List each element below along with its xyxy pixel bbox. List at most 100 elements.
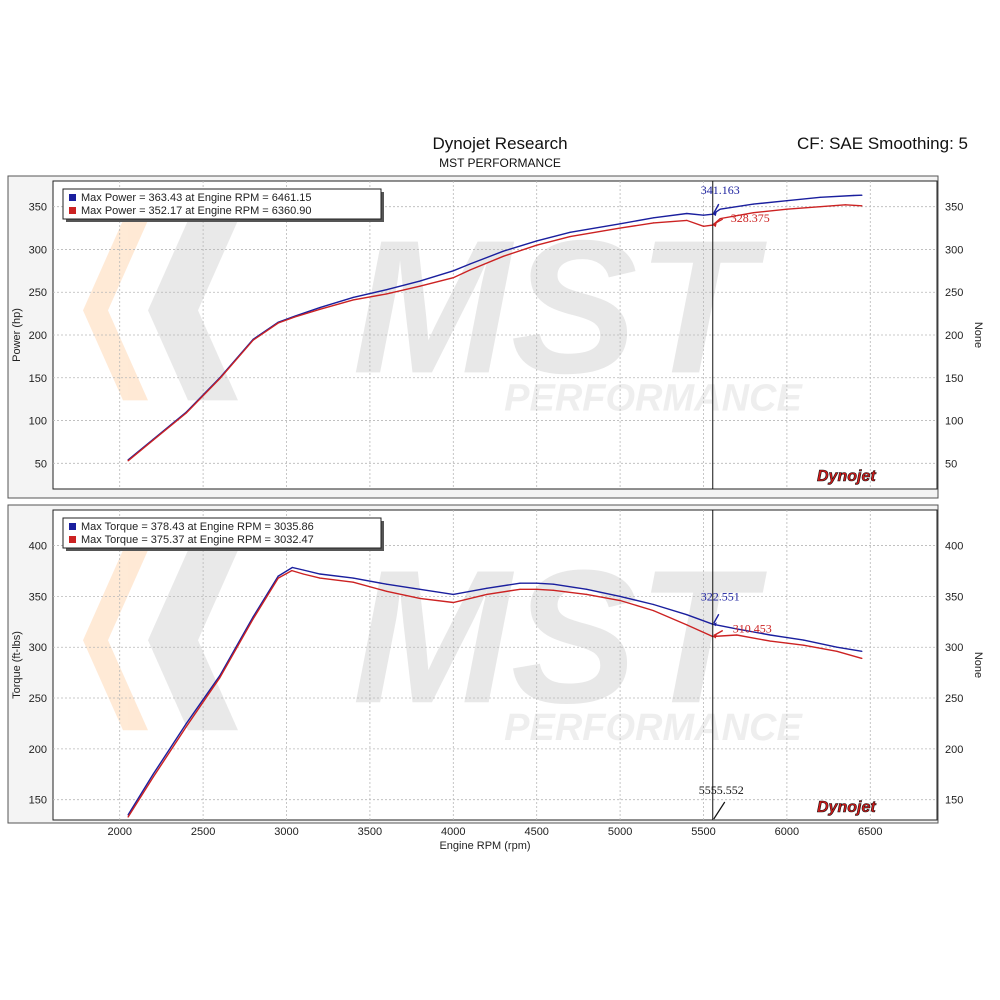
legend-swatch-1 [69,523,76,530]
series-2-point [803,644,805,646]
series-1-point [652,217,655,219]
series-1-point [819,196,821,198]
cursor-rpm-arrow [713,801,726,820]
dynojet-logo: Dynojet [817,468,876,485]
y-tick-label-right: 200 [945,744,963,756]
legend-swatch-1 [69,194,76,201]
y-axis-label-right: None [972,322,984,348]
legend-entry-1: Max Torque = 378.43 at Engine RPM = 3035… [81,521,314,533]
series-1-point [803,639,805,641]
series-2-point [536,244,538,246]
y-tick-label-right: 50 [945,458,957,470]
y-tick-label-right: 100 [945,416,963,428]
x-tick-label: 4500 [524,826,548,838]
series-2-point [219,378,221,380]
legend-swatch-2 [69,536,76,543]
series-2-point [619,599,621,602]
series-2-point [652,222,655,224]
series-2-point [152,439,154,441]
series-1-point [185,722,187,725]
y-tick-label-right: 250 [945,693,963,705]
series-1-point [586,588,588,590]
series-2-point [419,285,421,287]
series-2-point [861,657,863,660]
y-tick-label: 350 [29,591,47,603]
series-2-point [844,204,846,206]
series-2-point [252,618,254,620]
series-2-point [769,640,771,642]
y-tick-label: 300 [29,244,47,256]
series-1-point [769,634,771,636]
series-2-point [686,219,688,221]
series-2-point [686,624,688,626]
legend-entry-2: Max Power = 352.17 at Engine RPM = 6360.… [81,205,312,217]
series-1-point [719,208,721,210]
series-1-point [502,250,504,252]
series-1-point [352,296,354,298]
series-1-point [291,566,293,569]
x-tick-label: 2000 [107,826,131,838]
series-2-point [252,339,254,341]
series-2-point [719,218,721,220]
series-1-point [386,289,388,291]
y-tick-label-right: 300 [945,244,963,256]
series-1-point [419,280,421,282]
y-tick-label: 300 [29,642,47,654]
series-1-point [752,203,755,205]
series-2-point [702,225,705,227]
series-1-point [619,595,621,598]
y-tick-label-right: 150 [945,373,963,385]
cursor-arrow [713,613,720,624]
y-tick-label: 150 [29,795,47,807]
series-1-point [686,212,688,215]
watermark-subtext: PERFORMANCE [504,377,803,419]
series-2-point [752,212,755,214]
series-1-point [861,650,863,652]
series-2-point [819,206,821,208]
x-tick-label: 3000 [274,826,298,838]
y-tick-label: 350 [29,202,47,214]
series-1-point [469,263,471,265]
series-1-point [486,587,488,589]
correction-factor-label: CF: SAE Smoothing: 5 [796,134,968,153]
legend-swatch-2 [69,207,76,214]
series-2-point [152,776,154,778]
y-axis-label-right: None [972,652,984,678]
series-2-point [736,634,738,636]
y-tick-label: 400 [29,541,47,553]
y-tick-label-right: 400 [945,541,963,553]
plot-area [52,509,938,821]
series-1-point [853,194,855,197]
cursor-value-1: 341.163 [701,183,740,197]
series-2-point [127,816,129,818]
series-1-point [702,214,705,216]
series-2-point [786,208,788,210]
y-tick-label: 150 [29,373,47,385]
cursor-arrowhead [712,223,717,228]
series-2-point [386,293,388,295]
series-2-point [319,308,321,310]
legend-entry-1: Max Power = 363.43 at Engine RPM = 6461.… [81,192,312,204]
series-1-point [127,814,129,816]
cursor-arrow [713,203,720,214]
cursor-arrow [713,218,724,225]
chart-subtitle: MST PERFORMANCE [439,156,561,170]
series-1-point [452,593,454,596]
series-2-point [185,412,187,414]
watermark-chevron [83,550,148,731]
series-2-point [386,590,388,592]
series-1-point [519,582,521,584]
legend-box [62,517,382,549]
series-2-point [452,277,454,279]
series-1-point [319,573,321,575]
dynojet-logo: Dynojet [817,799,876,816]
series-2-point [291,570,293,572]
x-tick-label: 6000 [775,826,799,838]
watermark-text: MST [352,531,767,743]
x-tick-label: 6500 [858,826,882,838]
series-2-point [352,581,354,583]
series-1-point [861,194,863,196]
watermark-chevron [83,220,148,401]
series-2-point [294,316,296,318]
